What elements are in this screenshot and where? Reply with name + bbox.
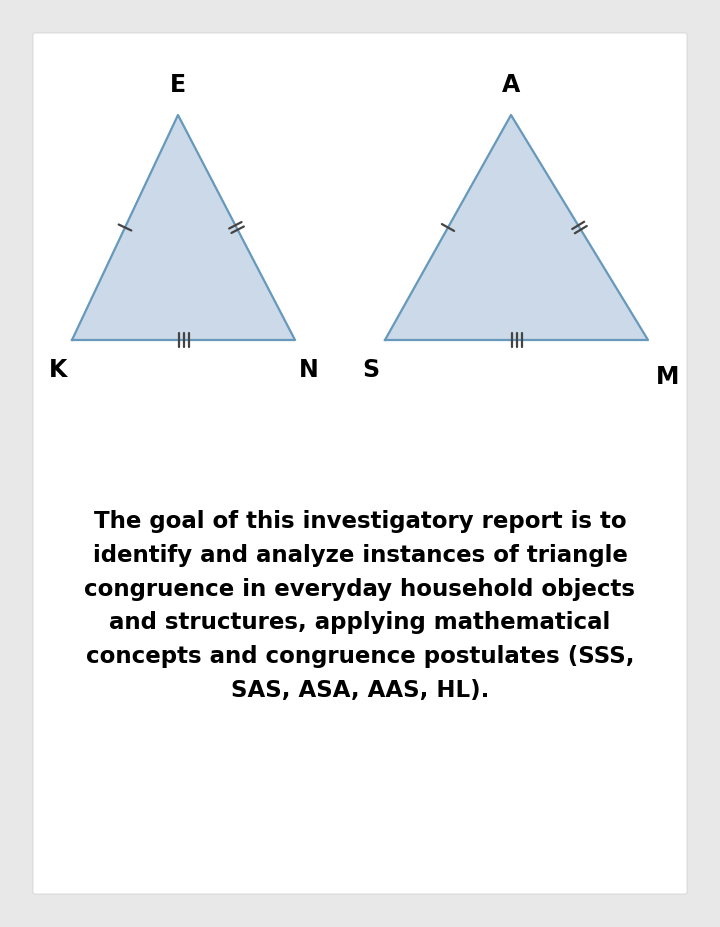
Polygon shape — [72, 115, 295, 340]
Polygon shape — [385, 115, 648, 340]
Text: S: S — [362, 358, 379, 382]
Text: The goal of this investigatory report is to
identify and analyze instances of tr: The goal of this investigatory report is… — [84, 510, 636, 702]
Text: A: A — [502, 73, 520, 97]
Text: M: M — [657, 365, 680, 389]
FancyBboxPatch shape — [33, 33, 687, 894]
Text: N: N — [299, 358, 319, 382]
Text: K: K — [49, 358, 67, 382]
Text: E: E — [170, 73, 186, 97]
